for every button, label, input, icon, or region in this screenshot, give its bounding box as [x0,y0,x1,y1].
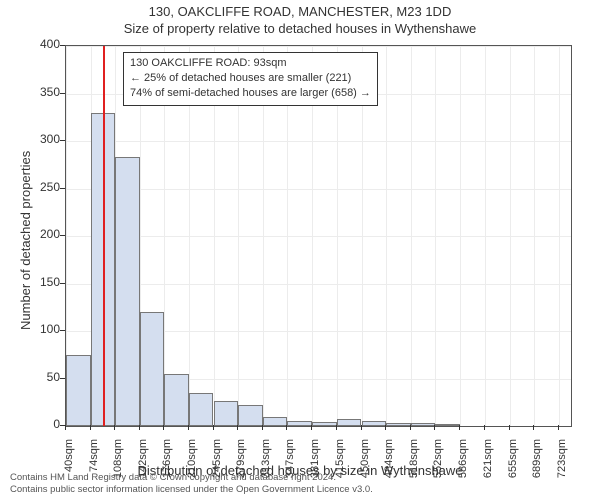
x-tick-mark [459,425,460,430]
gridline-v [510,46,511,426]
y-tick-label: 300 [30,132,60,146]
y-tick-label: 0 [30,417,60,431]
x-tick-mark [533,425,534,430]
histogram-bar [140,312,165,426]
histogram-bar [411,423,436,426]
annotation-line-1: 130 OAKCLIFFE ROAD: 93sqm [130,56,371,71]
gridline-h [66,426,571,427]
x-tick-mark [188,425,189,430]
title-group: 130, OAKCLIFFE ROAD, MANCHESTER, M23 1DD… [0,4,600,36]
x-tick-mark [434,425,435,430]
x-tick-mark [385,425,386,430]
gridline-h [66,141,571,142]
y-tick-label: 50 [30,370,60,384]
y-tick-mark [60,378,65,379]
y-tick-mark [60,140,65,141]
gridline-v [485,46,486,426]
y-tick-mark [60,188,65,189]
x-tick-mark [213,425,214,430]
annotation-line-2: ← 25% of detached houses are smaller (22… [130,71,371,86]
x-tick-mark [114,425,115,430]
annotation-line-3: 74% of semi-detached houses are larger (… [130,86,371,101]
histogram-bar [238,405,263,426]
x-tick-mark [558,425,559,430]
histogram-bar [189,393,214,426]
x-tick-mark [65,425,66,430]
x-tick-mark [139,425,140,430]
y-tick-mark [60,330,65,331]
y-tick-mark [60,283,65,284]
marker-line [103,46,105,426]
y-tick-label: 150 [30,275,60,289]
histogram-bar [386,423,411,426]
gridline-h [66,284,571,285]
x-tick-mark [262,425,263,430]
gridline-v [435,46,436,426]
y-axis-label: Number of detached properties [18,151,33,330]
histogram-bar [337,419,362,426]
footer-attribution: Contains HM Land Registry data © Crown c… [10,472,590,496]
y-tick-label: 250 [30,180,60,194]
histogram-bar [287,421,312,426]
gridline-v [411,46,412,426]
gridline-v [460,46,461,426]
x-tick-mark [361,425,362,430]
gridline-h [66,46,571,47]
histogram-bar [164,374,189,426]
x-tick-mark [410,425,411,430]
gridline-v [386,46,387,426]
histogram-bar [214,401,239,426]
histogram-bar [115,157,140,426]
histogram-bar [263,417,288,427]
x-tick-mark [509,425,510,430]
x-tick-mark [163,425,164,430]
y-tick-label: 200 [30,227,60,241]
super-title: 130, OAKCLIFFE ROAD, MANCHESTER, M23 1DD [0,4,600,19]
gridline-h [66,189,571,190]
x-tick-mark [484,425,485,430]
x-tick-mark [90,425,91,430]
annotation-box: 130 OAKCLIFFE ROAD: 93sqm← 25% of detach… [123,52,378,106]
x-tick-mark [237,425,238,430]
y-tick-mark [60,93,65,94]
histogram-bar [435,424,460,426]
y-tick-mark [60,45,65,46]
y-tick-label: 350 [30,85,60,99]
y-tick-label: 400 [30,37,60,51]
histogram-bar [312,422,337,426]
y-tick-label: 100 [30,322,60,336]
gridline-v [559,46,560,426]
histogram-bar [66,355,91,426]
footer-line-2: Contains public sector information licen… [10,484,590,496]
plot-area: 130 OAKCLIFFE ROAD: 93sqm← 25% of detach… [65,45,572,427]
footer-line-1: Contains HM Land Registry data © Crown c… [10,472,590,484]
histogram-bar [362,421,387,426]
gridline-h [66,236,571,237]
x-tick-mark [311,425,312,430]
x-tick-mark [336,425,337,430]
gridline-v [534,46,535,426]
x-tick-mark [286,425,287,430]
subtitle: Size of property relative to detached ho… [0,21,600,36]
y-tick-mark [60,235,65,236]
figure-container: 130, OAKCLIFFE ROAD, MANCHESTER, M23 1DD… [0,0,600,500]
